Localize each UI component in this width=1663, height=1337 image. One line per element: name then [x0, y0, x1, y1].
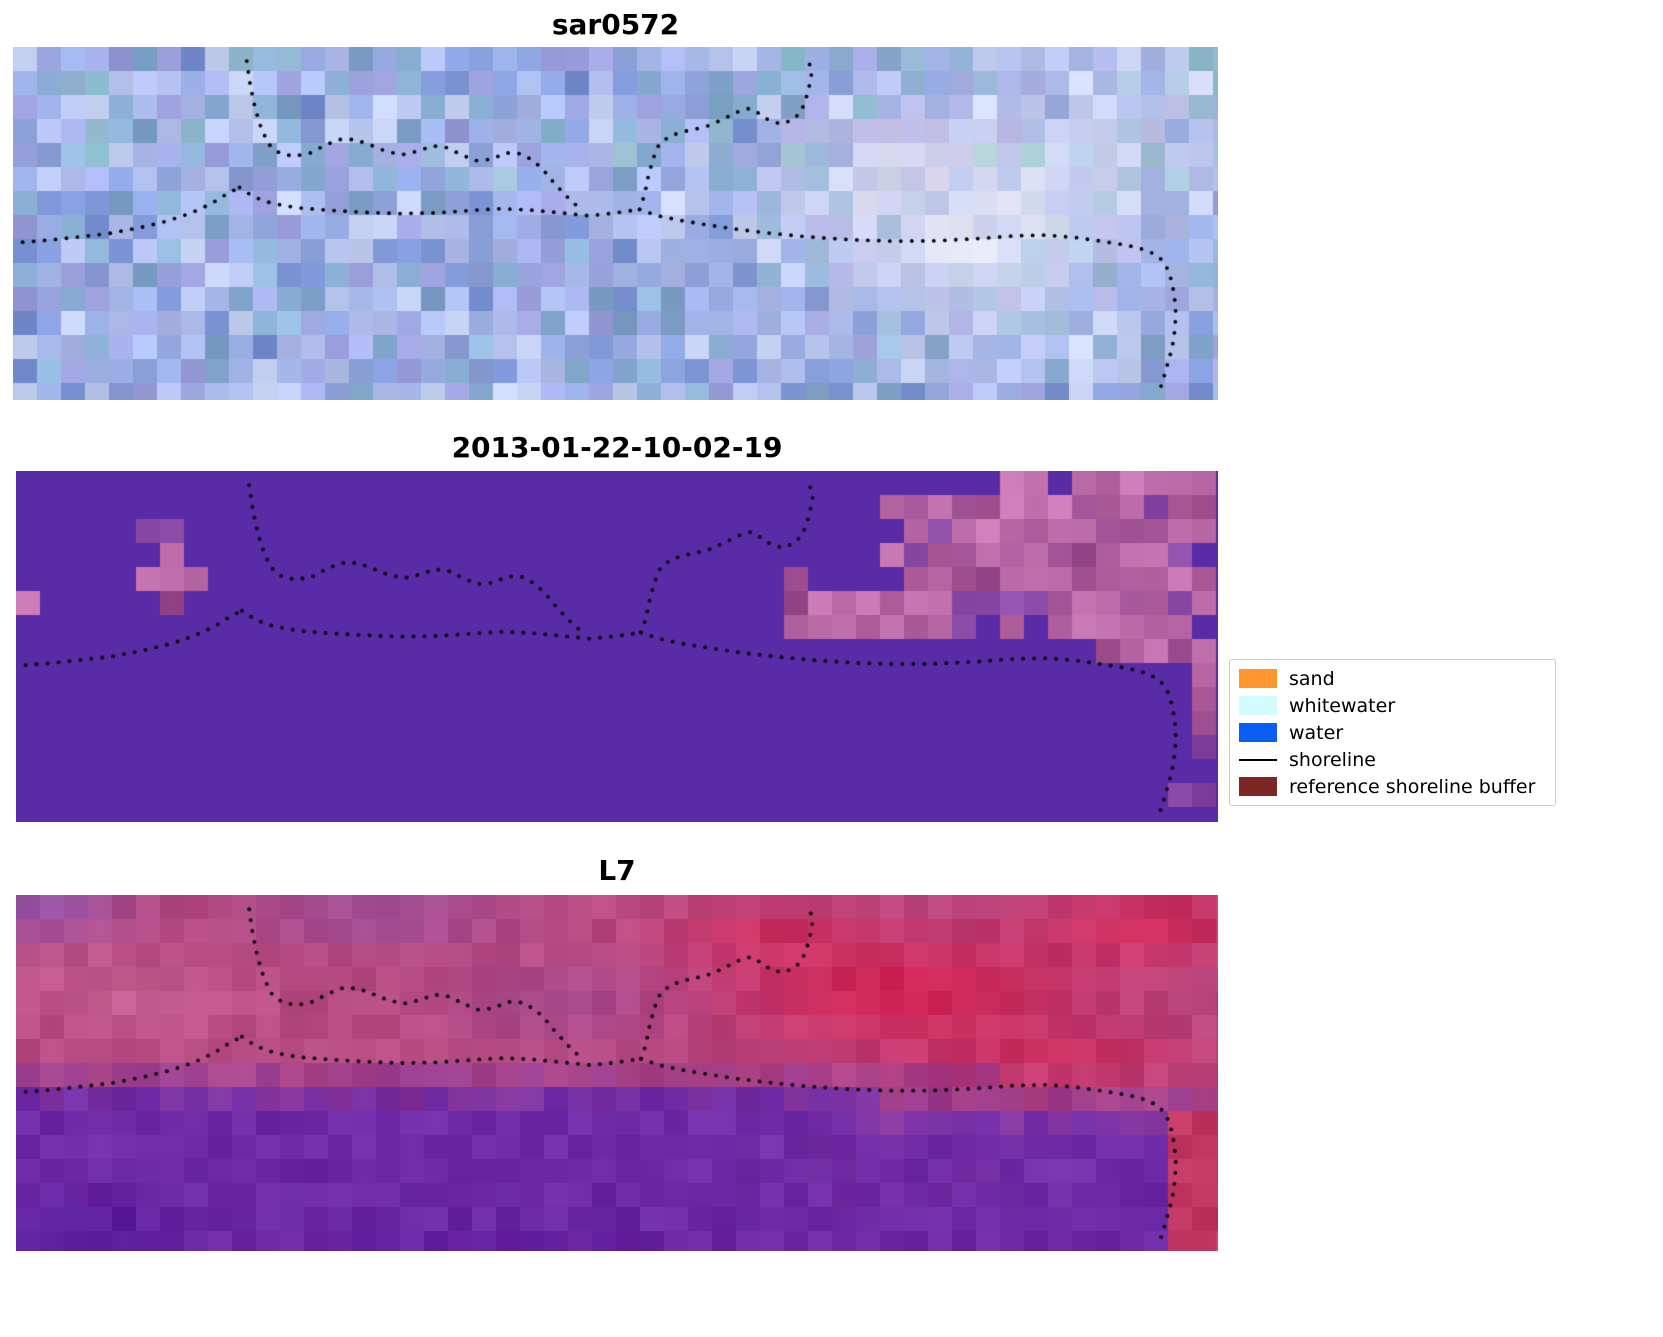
sar-image-panel	[13, 47, 1218, 400]
sand-color-swatch	[1239, 669, 1277, 688]
legend-label-water: water	[1289, 721, 1344, 744]
water-color-swatch	[1239, 723, 1277, 742]
classified-image-panel	[16, 471, 1218, 822]
legend-row-reference-shoreline-buffer: reference shoreline buffer	[1239, 773, 1546, 800]
legend-row-whitewater: whitewater	[1239, 692, 1546, 719]
legend-row-sand: sand	[1239, 665, 1546, 692]
legend-label-reference-shoreline-buffer: reference shoreline buffer	[1289, 775, 1536, 798]
panel-title-classified-date: 2013-01-22-10-02-19	[451, 431, 783, 464]
legend-box: sand whitewater water shoreline referenc…	[1229, 659, 1556, 806]
whitewater-color-swatch	[1239, 696, 1277, 715]
reference-shoreline-buffer-color-swatch	[1239, 777, 1277, 796]
legend-row-shoreline: shoreline	[1239, 746, 1546, 773]
panel-title-sar0572: sar0572	[551, 8, 680, 41]
panel-title-l7: L7	[598, 854, 636, 887]
shoreline-line-swatch	[1239, 758, 1277, 761]
legend-row-water: water	[1239, 719, 1546, 746]
legend-label-whitewater: whitewater	[1289, 694, 1396, 717]
legend-label-shoreline: shoreline	[1289, 748, 1376, 771]
landsat7-image-panel	[16, 895, 1218, 1251]
legend-label-sand: sand	[1289, 667, 1335, 690]
